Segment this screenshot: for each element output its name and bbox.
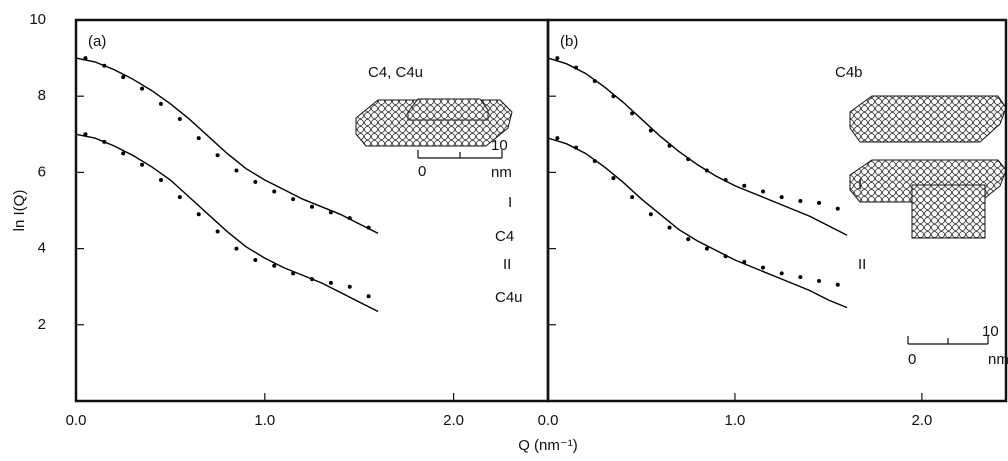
data-point xyxy=(178,195,182,199)
plot-frame xyxy=(76,20,548,401)
data-point xyxy=(686,237,690,241)
data-point xyxy=(761,266,765,270)
data-point xyxy=(234,247,238,251)
data-point xyxy=(611,176,615,180)
data-point xyxy=(649,212,653,216)
x-tick-label: 1.0 xyxy=(725,412,746,429)
data-point xyxy=(253,258,257,262)
annotation: nm xyxy=(988,351,1008,368)
panel-label: (a) xyxy=(88,33,106,50)
y-tick-label: 6 xyxy=(38,163,46,180)
data-point xyxy=(836,283,840,287)
data-point xyxy=(668,226,672,230)
data-point xyxy=(159,178,163,182)
data-point xyxy=(291,197,295,201)
x-tick-label: 0.0 xyxy=(538,412,559,429)
panel-label: (b) xyxy=(560,33,578,50)
data-point xyxy=(742,184,746,188)
annotation: C4b xyxy=(835,64,863,81)
data-point xyxy=(234,168,238,172)
annotation: I xyxy=(858,176,862,193)
data-point xyxy=(272,189,276,193)
data-point xyxy=(798,275,802,279)
annotation: 10 xyxy=(982,323,999,340)
data-point xyxy=(140,87,144,91)
y-tick-label: 8 xyxy=(38,87,46,104)
data-point xyxy=(780,271,784,275)
page: {"chart_data": [ {"type": "line", "panel… xyxy=(0,0,1008,461)
annotation: nm xyxy=(491,164,512,181)
figure: 2 4 6 8 10 0.0 1.0 2.0 (a) C4, C4u I C4 II C4u 0 10 nm ln… xyxy=(0,0,1008,461)
annotation: C4u xyxy=(495,289,523,306)
y-tick-label: 10 xyxy=(29,11,46,28)
x-tick-label: 0.0 xyxy=(66,412,87,429)
data-point xyxy=(630,195,634,199)
annotation: 0 xyxy=(418,163,426,180)
data-point xyxy=(555,56,559,60)
data-point xyxy=(310,205,314,209)
data-point xyxy=(367,294,371,298)
annotation: II xyxy=(858,256,866,273)
data-point xyxy=(555,136,559,140)
data-point xyxy=(817,201,821,205)
fit-line xyxy=(548,138,847,308)
annotation: 10 xyxy=(491,137,508,154)
x-tick-label: 1.0 xyxy=(254,412,275,429)
annotation: I xyxy=(508,194,512,211)
x-tick-label: 2.0 xyxy=(443,412,464,429)
data-point xyxy=(798,199,802,203)
fit-line xyxy=(76,58,378,233)
fit-line xyxy=(548,58,847,235)
annotation: 0 xyxy=(908,351,916,368)
y-tick-label: 4 xyxy=(38,240,46,257)
data-point xyxy=(178,117,182,121)
annotation: II xyxy=(503,256,511,273)
annotation: C4 xyxy=(495,228,514,245)
particle-sketch xyxy=(356,96,1006,238)
data-point xyxy=(836,207,840,211)
data-point xyxy=(216,229,220,233)
x-tick-label: 2.0 xyxy=(911,412,932,429)
y-tick-label: 2 xyxy=(38,316,46,333)
data-point xyxy=(140,163,144,167)
x-axis-label: Q (nm⁻¹) xyxy=(518,437,578,454)
data-point xyxy=(780,195,784,199)
data-point xyxy=(216,153,220,157)
data-point xyxy=(253,180,257,184)
data-point xyxy=(348,285,352,289)
data-point xyxy=(761,189,765,193)
data-point xyxy=(817,279,821,283)
annotation: C4, C4u xyxy=(368,64,423,81)
data-point xyxy=(329,281,333,285)
y-axis-label: ln I(Q) xyxy=(11,190,28,232)
data-point xyxy=(197,212,201,216)
data-point xyxy=(197,136,201,140)
fit-line xyxy=(76,134,378,311)
data-point xyxy=(159,102,163,106)
